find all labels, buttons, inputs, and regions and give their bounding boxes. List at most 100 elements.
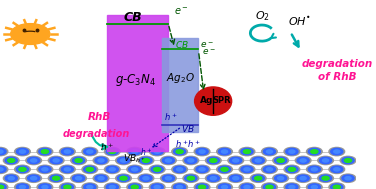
Circle shape [295,156,311,165]
Circle shape [288,167,296,171]
Circle shape [342,157,354,164]
Circle shape [218,184,230,189]
Circle shape [20,150,26,153]
Circle shape [116,156,131,165]
Circle shape [117,175,130,181]
Circle shape [105,183,120,189]
Circle shape [27,175,40,181]
Circle shape [15,147,30,156]
Circle shape [185,175,197,181]
Circle shape [162,175,174,181]
Circle shape [129,148,141,155]
Circle shape [311,186,317,189]
Circle shape [207,157,219,164]
Circle shape [151,184,163,189]
Circle shape [277,159,284,162]
Circle shape [82,165,98,174]
Circle shape [161,156,176,165]
Circle shape [196,148,208,155]
Circle shape [154,167,161,171]
Circle shape [0,147,8,156]
Circle shape [311,150,318,153]
Circle shape [250,174,266,182]
Circle shape [210,177,216,180]
Circle shape [174,166,186,173]
Circle shape [284,165,300,174]
Circle shape [131,185,138,189]
Circle shape [218,166,230,173]
Circle shape [64,168,70,171]
Circle shape [87,150,93,153]
Text: $OH^•$: $OH^•$ [288,14,311,28]
Circle shape [0,165,8,174]
Circle shape [228,174,244,182]
Circle shape [183,174,199,182]
Circle shape [0,148,6,155]
Circle shape [138,174,154,182]
Circle shape [48,174,64,182]
Circle shape [82,183,98,189]
Circle shape [255,159,261,162]
Text: $h^+$: $h^+$ [140,147,153,159]
Circle shape [109,168,115,171]
Circle shape [61,148,73,155]
Circle shape [322,176,329,180]
Circle shape [53,159,59,162]
Circle shape [263,184,276,189]
Circle shape [286,148,298,155]
Circle shape [320,175,332,181]
Text: $VB$: $VB$ [181,123,195,134]
Circle shape [230,157,242,164]
Circle shape [42,168,48,171]
Circle shape [42,186,48,189]
Circle shape [194,147,210,156]
Circle shape [149,165,165,174]
Text: $e^-$: $e^-$ [202,48,216,57]
Circle shape [252,175,264,181]
Circle shape [86,167,93,171]
Text: degradation: degradation [62,129,130,139]
Circle shape [174,148,186,155]
Circle shape [41,150,49,153]
Circle shape [274,157,287,164]
Circle shape [15,165,30,174]
Circle shape [31,177,37,180]
Circle shape [239,147,255,156]
Circle shape [140,175,152,181]
Circle shape [106,148,118,155]
Circle shape [149,147,165,156]
Circle shape [286,166,298,173]
Circle shape [329,183,345,189]
Circle shape [162,157,174,164]
Circle shape [132,150,138,153]
Circle shape [50,157,62,164]
Circle shape [120,176,127,180]
Circle shape [243,150,250,153]
Circle shape [0,166,6,173]
Circle shape [37,147,53,156]
Circle shape [73,157,85,164]
Circle shape [233,177,239,180]
Circle shape [5,175,17,181]
Circle shape [143,159,150,162]
Circle shape [8,159,15,162]
Circle shape [306,147,322,156]
Circle shape [241,148,253,155]
Circle shape [331,166,343,173]
Text: SPR: SPR [212,96,231,105]
Circle shape [17,184,29,189]
Bar [107,15,168,151]
Text: $g$-$C_3N_4$: $g$-$C_3N_4$ [115,72,156,88]
Circle shape [177,186,183,189]
Circle shape [151,148,163,155]
Circle shape [221,150,227,153]
Circle shape [17,148,29,155]
Circle shape [105,147,120,156]
Circle shape [267,168,273,171]
Circle shape [311,168,317,171]
Circle shape [239,183,255,189]
Circle shape [205,156,221,165]
Circle shape [320,157,332,164]
Text: $h^+$: $h^+$ [100,141,114,153]
Circle shape [93,156,109,165]
